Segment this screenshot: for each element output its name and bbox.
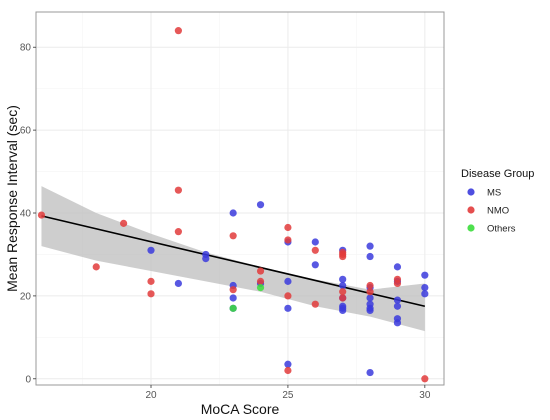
data-point-nmo [174,27,182,35]
data-point-nmo [339,294,347,302]
data-point-ms [202,254,210,263]
data-point-ms [284,304,292,312]
data-point-nmo [37,211,46,219]
data-point-ms [366,368,374,377]
trend-line [41,215,426,308]
data-point-ms [421,290,429,298]
confidence-band [41,186,425,332]
data-point-nmo [339,252,347,261]
data-point-nmo [311,300,319,308]
legend: Disease Group MS NMO Others [461,168,534,235]
legend-swatch-ms [467,188,475,196]
data-point-ms [174,279,182,288]
data-point-nmo [256,267,265,275]
y-axis-title: Mean Response Interval (sec) [4,105,20,292]
data-point-ms [393,302,402,310]
data-point-nmo [92,263,100,271]
data-point-others [229,304,237,312]
data-point-nmo [229,286,237,294]
data-point-nmo [256,277,265,285]
data-point-ms [147,246,155,254]
data-point-others [256,284,265,292]
data-point-nmo [311,246,319,254]
legend-label-others: Others [487,224,516,235]
data-point-ms [256,201,265,209]
data-point-ms [311,261,319,269]
data-points [37,27,429,383]
y-tick-label: 60 [20,126,32,137]
trend-line-layer [41,215,426,308]
data-point-nmo [339,288,347,296]
confidence-band-layer [41,186,425,332]
x-tick-label: 25 [282,390,294,401]
data-point-ms [366,294,374,302]
data-point-ms [421,271,429,279]
data-point-nmo [284,292,292,300]
data-point-nmo [284,236,292,244]
data-point-ms [366,306,374,314]
x-tick-label: 20 [145,390,157,401]
data-point-nmo [229,232,237,240]
data-point-ms [229,209,237,217]
data-point-ms [311,238,319,246]
y-tick-label: 20 [20,291,32,302]
grid-lines [36,12,444,385]
data-point-nmo [147,277,155,285]
data-point-ms [284,360,292,368]
data-point-nmo [174,228,182,236]
data-point-nmo [421,375,429,383]
data-point-nmo [120,219,128,227]
data-point-ms [366,242,374,250]
data-point-nmo [366,281,374,290]
legend-label-ms: MS [487,188,501,199]
data-point-ms [339,281,347,290]
legend-title: Disease Group [461,168,534,180]
data-point-nmo [284,223,292,232]
data-point-ms [393,263,402,271]
legend-label-nmo: NMO [487,206,509,217]
plot-panel-border [35,11,445,386]
data-point-ms [393,319,402,327]
data-point-ms [393,296,402,304]
y-tick-label: 0 [25,374,31,385]
data-point-ms [366,252,374,261]
data-point-nmo [393,279,402,288]
data-point-nmo [284,366,292,375]
axis-ticks: 20 25 30 0 20 40 60 80 [20,43,431,401]
data-point-ms [229,294,237,302]
data-point-ms [284,277,292,285]
x-tick-label: 30 [419,390,431,401]
data-point-ms [339,306,347,314]
data-point-nmo [366,288,374,296]
data-point-nmo [174,186,182,194]
data-point-nmo [147,290,155,298]
x-axis-title: MoCA Score [201,401,280,417]
legend-swatch-others [467,224,475,232]
y-tick-label: 80 [20,43,32,54]
data-point-ms [339,275,347,283]
data-point-ms [421,284,429,292]
y-tick-label: 40 [20,209,32,220]
legend-swatch-nmo [467,206,475,214]
